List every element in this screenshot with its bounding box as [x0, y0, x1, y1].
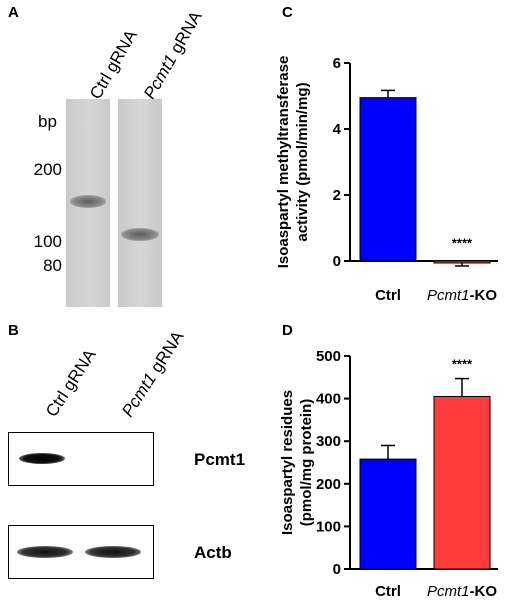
panel-c-letter: C	[282, 4, 293, 21]
y-axis-label: Isoaspartyl methyltransferase activity (p…	[275, 56, 311, 269]
x-tick-label: Ctrl	[375, 583, 401, 600]
bar	[359, 458, 417, 570]
y-axis-label-line1: Isoaspartyl residues	[279, 390, 296, 535]
y-tick-label: 300	[316, 433, 341, 450]
gel-lane-pcmt1	[118, 99, 162, 307]
gel-band-ctrl	[70, 195, 106, 208]
chart-c: Isoaspartyl methyltransferase activity (p…	[275, 55, 498, 304]
bar	[433, 395, 491, 570]
gel-band-pcmt1	[121, 228, 159, 241]
y-tick-label: 100	[316, 518, 341, 535]
blot-actb	[8, 525, 154, 579]
panel-a-lane-label-ctrl: Ctrl gRNA	[86, 26, 141, 103]
y-tick-label: 0	[333, 561, 341, 578]
y-tick-label: 2	[333, 187, 341, 204]
y-tick-label: 500	[316, 348, 341, 365]
y-axis-label-line1: Isoaspartyl methyltransferase	[275, 56, 292, 269]
mw-marker-100: 100	[33, 232, 62, 251]
significance-label: ****	[452, 235, 473, 250]
gel-lane-ctrl	[66, 99, 110, 307]
x-tick-label-text: Ctrl	[375, 583, 401, 600]
mw-marker-80: 80	[43, 256, 62, 275]
y-axis-label-line2: (pmol/mg protein)	[298, 399, 315, 527]
blot-name-pcmt1: Pcmt1	[194, 450, 246, 469]
x-tick-label-text: -KO	[470, 583, 498, 600]
x-tick-label: Pcmt1-KO	[427, 583, 497, 600]
panel-a-lane-label-pcmt1: Pcmt1 gRNA	[140, 7, 206, 103]
chart-d: Isoaspartyl residues (pmol/mg protein) 0 10…	[279, 348, 498, 600]
panel-a-letter: A	[8, 4, 19, 21]
blot-pcmt1	[8, 432, 154, 486]
x-tick-label-italic: Pcmt1	[427, 287, 470, 304]
x-tick-label: Pcmt1-KO	[427, 287, 497, 304]
y-axis-label: Isoaspartyl residues (pmol/mg protein)	[279, 390, 315, 535]
blot-band-actb-ctrl	[17, 546, 73, 558]
bar	[359, 97, 417, 262]
y-tick-label: 400	[316, 391, 341, 408]
blot-band-pcmt1-ctrl	[19, 453, 65, 464]
panel-d-letter: D	[282, 322, 293, 339]
mw-marker-200: 200	[33, 160, 62, 179]
y-axis-label-line2: activity (pmol/min/mg)	[294, 82, 311, 241]
significance-label: ****	[452, 357, 473, 372]
bp-unit-label: bp	[38, 112, 57, 131]
blot-name-actb: Actb	[194, 543, 232, 562]
y-tick-label: 0	[333, 253, 341, 270]
x-tick-label-italic: Pcmt1	[427, 583, 470, 600]
panel-b-lane-label-pcmt1: Pcmt1 gRNA	[118, 327, 188, 421]
x-tick-label: Ctrl	[375, 287, 401, 304]
y-tick-label: 6	[333, 55, 341, 72]
panel-b-lane-label-ctrl: Ctrl gRNA	[42, 345, 100, 421]
y-tick-label: 200	[316, 476, 341, 493]
y-tick-label: 4	[333, 121, 342, 138]
x-tick-label-text: Ctrl	[375, 287, 401, 304]
panel-b-letter: B	[8, 322, 19, 339]
blot-band-actb-pcmt1	[85, 546, 141, 558]
x-tick-label-text: -KO	[470, 287, 498, 304]
